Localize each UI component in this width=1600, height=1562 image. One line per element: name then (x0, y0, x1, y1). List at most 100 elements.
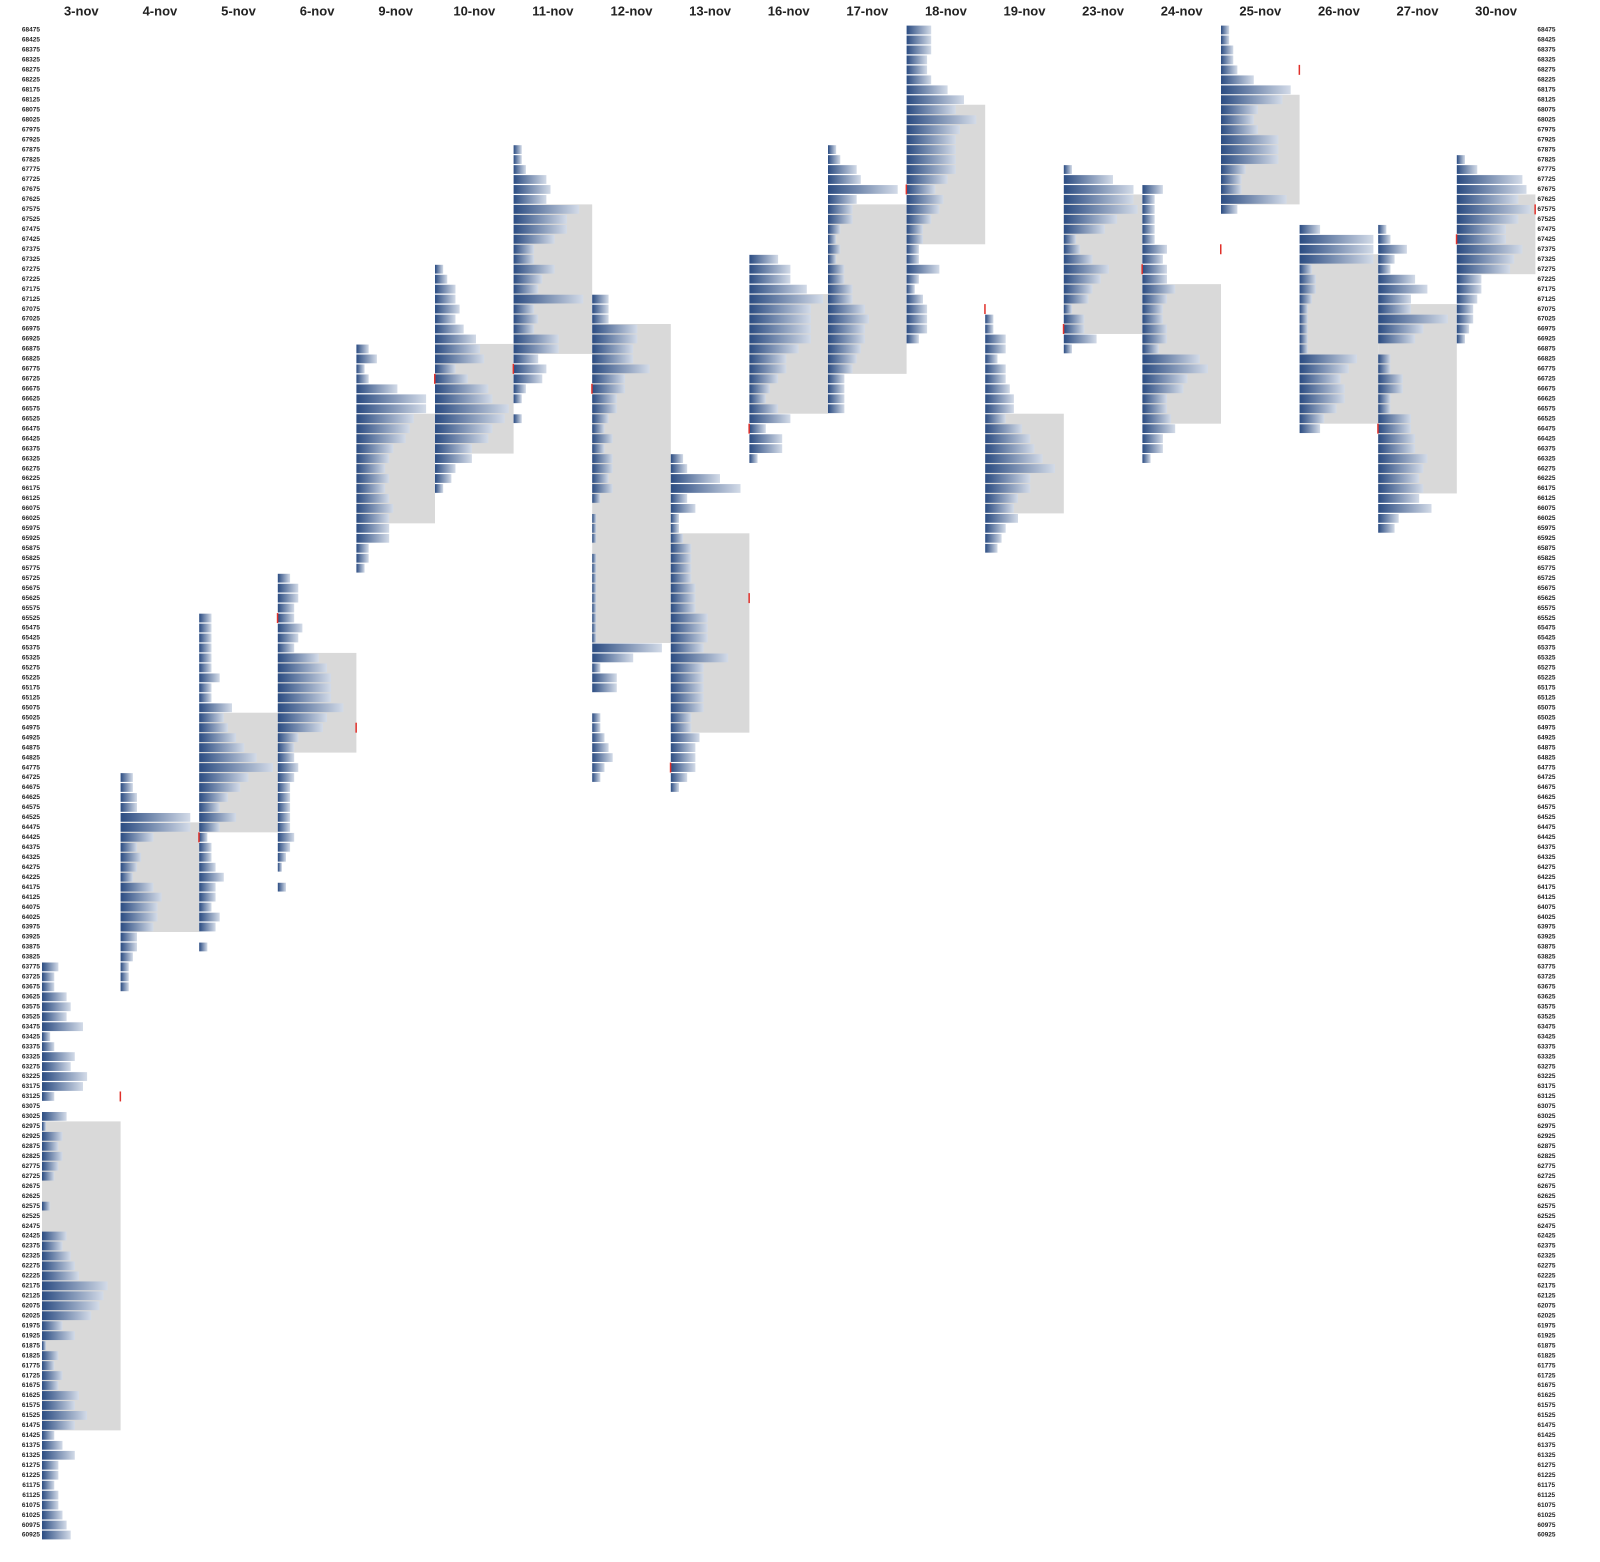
profile-bar (42, 962, 59, 972)
y-tick-label-right: 66725 (1537, 376, 1555, 383)
y-tick-label-right: 65875 (1537, 545, 1555, 552)
profile-bar (513, 155, 522, 164)
profile-bar (906, 274, 919, 284)
profile-bar (42, 1361, 55, 1370)
y-tick-label-right: 68325 (1537, 57, 1555, 64)
profile-bar (906, 195, 944, 204)
profile-bar (513, 175, 547, 184)
profile-bar (749, 394, 766, 404)
profile-bar (592, 593, 597, 603)
y-tick-label: 61675 (22, 1382, 40, 1389)
profile-bar (828, 264, 845, 274)
profile-bar (985, 484, 1031, 493)
profile-bar (828, 314, 869, 324)
profile-bar (592, 763, 605, 772)
y-tick-label-right: 66325 (1537, 455, 1555, 462)
y-tick-label: 62975 (22, 1123, 40, 1130)
profile-bar (906, 324, 928, 334)
profile-bar (1378, 354, 1391, 364)
profile-bar (592, 613, 597, 623)
profile-bar (592, 673, 617, 683)
profile-bar (670, 783, 679, 792)
close-marker (119, 1091, 122, 1102)
y-tick-label-right: 68375 (1537, 47, 1555, 54)
profile-bar (1456, 314, 1474, 324)
open-marker (1377, 423, 1379, 434)
profile-bar (592, 563, 597, 573)
profile-bar (670, 454, 684, 463)
y-tick-label-right: 65175 (1537, 685, 1555, 692)
open-marker (434, 373, 436, 384)
day-header: 13-nov (689, 3, 732, 18)
profile-bar (277, 882, 286, 892)
y-tick-label: 65125 (22, 694, 40, 701)
y-tick-label: 64375 (22, 844, 40, 851)
profile-bar (199, 793, 228, 802)
y-tick-label-right: 65725 (1537, 575, 1555, 582)
profile-bar (749, 444, 783, 453)
profile-bar (1456, 294, 1478, 304)
day-header: 26-nov (1318, 3, 1361, 18)
profile-bar (1378, 324, 1424, 334)
y-tick-label-right: 61275 (1537, 1462, 1555, 1469)
profile-bar (1142, 195, 1155, 204)
profile-bar (1063, 254, 1093, 264)
y-tick-label-right: 62375 (1537, 1243, 1555, 1250)
profile-bar (513, 165, 526, 174)
profile-bar (42, 1092, 55, 1101)
profile-bar (985, 523, 1006, 533)
day-header: 25-nov (1239, 3, 1282, 18)
profile-bar (985, 424, 1023, 434)
profile-bar (42, 1032, 51, 1042)
y-tick-label-right: 62275 (1537, 1263, 1555, 1270)
profile-bar (906, 155, 956, 164)
profile-bar (199, 773, 249, 782)
profile-bar (592, 344, 634, 354)
profile-bar (670, 464, 688, 473)
profile-bar (592, 663, 601, 673)
y-tick-label-right: 65625 (1537, 595, 1555, 602)
y-tick-label: 65475 (22, 625, 40, 632)
y-tick-label: 61725 (22, 1372, 40, 1379)
profile-bar (1063, 224, 1105, 234)
y-tick-label: 67475 (22, 226, 40, 233)
profile-bar (356, 354, 377, 364)
profile-bar (1378, 494, 1420, 503)
profile-bar (1299, 404, 1337, 414)
profile-bar (670, 763, 696, 772)
y-tick-label: 62125 (22, 1293, 40, 1300)
y-tick-label-right: 68175 (1537, 87, 1555, 94)
y-tick-label-right: 64325 (1537, 854, 1555, 861)
profile-bar (435, 374, 468, 384)
profile-bar (1221, 165, 1246, 174)
y-tick-label-right: 60975 (1537, 1522, 1555, 1529)
y-tick-label-right: 64525 (1537, 814, 1555, 821)
y-tick-label-right: 67875 (1537, 146, 1555, 153)
y-tick-label-right: 67475 (1537, 226, 1555, 233)
y-tick-label: 68175 (22, 87, 40, 94)
profile-bar (985, 513, 1018, 523)
profile-bar (670, 663, 704, 673)
profile-bar (1456, 284, 1482, 294)
profile-bar (513, 234, 555, 244)
profile-bar (120, 882, 154, 892)
y-tick-label: 66775 (22, 366, 40, 373)
y-tick-label: 66525 (22, 415, 40, 422)
y-tick-label-right: 63725 (1537, 974, 1555, 981)
profile-bar (42, 1510, 63, 1520)
y-tick-label: 65075 (22, 704, 40, 711)
value-area (199, 712, 278, 833)
profile-bar (749, 374, 779, 384)
y-tick-label-right: 61175 (1537, 1482, 1555, 1489)
y-tick-label: 67875 (22, 146, 40, 153)
profile-bar (1063, 185, 1134, 194)
profile-bar (1142, 244, 1167, 254)
y-tick-label: 62475 (22, 1223, 40, 1230)
profile-bar (592, 334, 638, 344)
profile-bar (120, 793, 137, 802)
profile-bar (670, 723, 692, 733)
y-tick-label: 67375 (22, 246, 40, 253)
profile-bar (906, 35, 932, 45)
y-tick-label-right: 61025 (1537, 1512, 1555, 1519)
